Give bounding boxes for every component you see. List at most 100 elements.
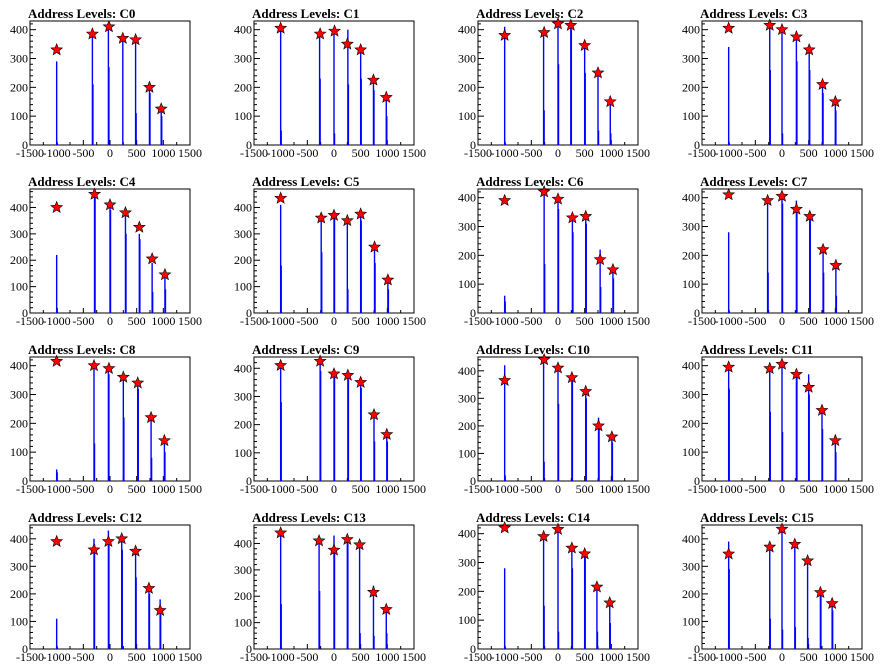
x-tick-label: -500 bbox=[520, 146, 542, 160]
bar bbox=[503, 26, 506, 146]
x-tick-label: -1000 bbox=[43, 146, 71, 160]
chart-title: Address Levels: C4 bbox=[28, 174, 136, 189]
x-tick-label: -500 bbox=[744, 650, 766, 664]
bar bbox=[584, 72, 586, 145]
chart-svg: Address Levels: C11 0 100 200 300 400 -1500-10… bbox=[682, 342, 874, 496]
chart-title: Address Levels: C3 bbox=[700, 6, 808, 21]
bar bbox=[93, 443, 96, 481]
bar bbox=[728, 310, 730, 313]
y-tick-label: 300 bbox=[10, 387, 28, 401]
bar bbox=[280, 402, 282, 481]
x-tick-label: -1000 bbox=[43, 650, 71, 664]
x-tick-label: 1000 bbox=[375, 482, 399, 496]
bar bbox=[504, 301, 506, 313]
y-tick-label: 0 bbox=[22, 474, 28, 488]
star-marker bbox=[341, 368, 355, 381]
star-marker bbox=[775, 189, 789, 202]
bar bbox=[571, 379, 574, 481]
bar bbox=[279, 204, 282, 313]
star-marker bbox=[354, 43, 368, 56]
star-marker bbox=[381, 273, 395, 286]
x-tick-label: 1500 bbox=[402, 482, 426, 496]
bar bbox=[598, 425, 600, 481]
x-tick-label: 1000 bbox=[151, 650, 175, 664]
bar bbox=[822, 272, 825, 313]
star-marker bbox=[274, 358, 288, 371]
star-marker bbox=[50, 354, 64, 367]
star-marker bbox=[722, 547, 736, 560]
star-marker bbox=[144, 410, 158, 424]
bar bbox=[584, 556, 586, 649]
star-marker bbox=[366, 73, 380, 86]
axes-frame bbox=[29, 20, 191, 146]
x-tick-label: 0 bbox=[779, 146, 785, 160]
bar bbox=[358, 543, 361, 649]
y-tick-label: 400 bbox=[234, 361, 252, 375]
x-tick-label: -1000 bbox=[267, 482, 295, 496]
x-tick-label: 1000 bbox=[375, 314, 399, 328]
bar bbox=[94, 196, 96, 313]
x-tick-label: 1500 bbox=[178, 482, 202, 496]
bar bbox=[123, 417, 125, 481]
bar bbox=[360, 220, 362, 313]
bar bbox=[359, 633, 361, 649]
bar bbox=[151, 291, 154, 313]
bar bbox=[164, 289, 167, 313]
bar bbox=[164, 452, 166, 481]
y-tick-label: 300 bbox=[458, 51, 476, 65]
bar bbox=[557, 530, 559, 649]
bar bbox=[93, 365, 95, 481]
y-tick-label: 300 bbox=[10, 227, 28, 241]
x-tick-label: -1500 bbox=[688, 650, 716, 664]
star-marker bbox=[551, 17, 565, 30]
star-marker bbox=[380, 427, 394, 441]
bar bbox=[347, 379, 350, 481]
bar bbox=[360, 388, 362, 481]
x-tick-label: 500 bbox=[352, 314, 370, 328]
star-marker bbox=[142, 581, 156, 594]
star-marker bbox=[131, 376, 145, 389]
y-tick-label: 200 bbox=[10, 253, 28, 267]
x-tick-label: -500 bbox=[72, 146, 94, 160]
x-tick-label: -1500 bbox=[240, 146, 268, 160]
y-tick-label: 200 bbox=[682, 587, 700, 601]
y-tick-label: 0 bbox=[694, 306, 700, 320]
star-marker bbox=[312, 534, 326, 547]
chart-title: Address Levels: C8 bbox=[28, 342, 136, 357]
bar bbox=[279, 26, 282, 146]
star-marker bbox=[578, 547, 592, 560]
chart-svg: Address Levels: C2 0 100 200 300 400 -1500-100… bbox=[458, 6, 650, 160]
star-marker bbox=[101, 534, 115, 548]
x-tick-label: 1500 bbox=[402, 146, 426, 160]
bar bbox=[543, 461, 545, 481]
star-marker bbox=[274, 191, 288, 204]
y-tick-label: 400 bbox=[234, 23, 252, 37]
x-tick-label: -1500 bbox=[464, 146, 492, 160]
x-tick-label: 1500 bbox=[178, 146, 202, 160]
bar bbox=[599, 249, 601, 313]
bar bbox=[597, 72, 599, 145]
y-tick-label: 300 bbox=[458, 555, 476, 569]
x-tick-label: 500 bbox=[576, 146, 594, 160]
y-tick-label: 100 bbox=[10, 614, 28, 628]
bar bbox=[333, 218, 336, 313]
bar bbox=[572, 232, 574, 313]
chart-svg: Address Levels: C9 0 100 200 300 400 -1500-100… bbox=[234, 342, 426, 496]
star-marker bbox=[537, 25, 551, 39]
star-marker bbox=[606, 262, 620, 276]
bar bbox=[727, 46, 730, 145]
chart-svg: Address Levels: C8 0 100 200 300 400 -1500-100… bbox=[10, 342, 202, 496]
bar bbox=[806, 560, 809, 649]
x-tick-label: 0 bbox=[555, 146, 561, 160]
star-marker bbox=[828, 433, 842, 447]
x-tick-label: -500 bbox=[520, 314, 542, 328]
y-tick-label: 400 bbox=[458, 527, 476, 541]
bar bbox=[835, 110, 837, 145]
y-tick-label: 200 bbox=[458, 248, 476, 262]
x-tick-label: -1500 bbox=[688, 314, 716, 328]
x-tick-label: 500 bbox=[128, 482, 146, 496]
bar bbox=[280, 265, 282, 313]
star-marker bbox=[116, 31, 130, 44]
x-tick-label: -1000 bbox=[491, 650, 519, 664]
